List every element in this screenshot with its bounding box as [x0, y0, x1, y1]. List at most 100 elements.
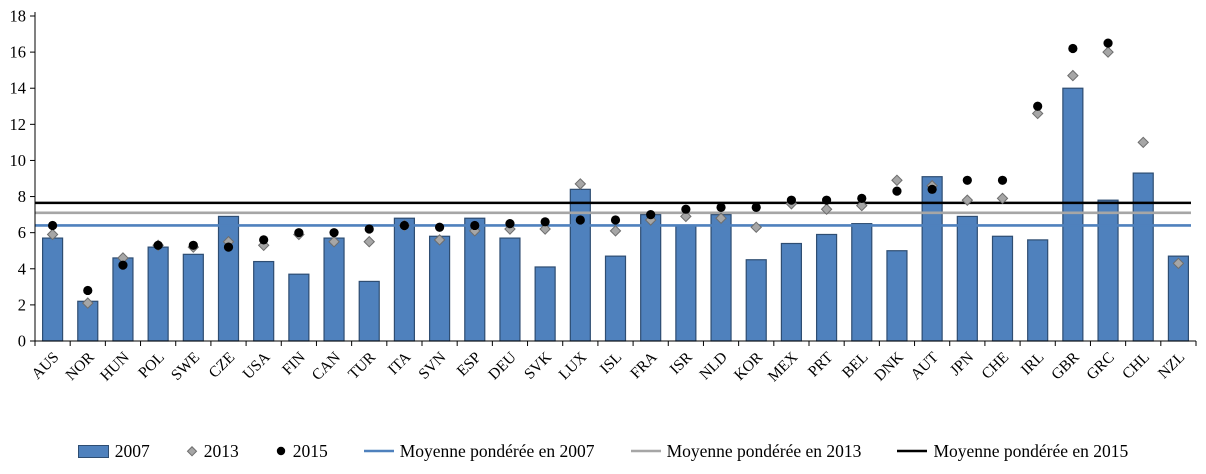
legend-item-2013: 2013: [186, 441, 239, 462]
bar: [147, 246, 169, 342]
x-category-label: USA: [240, 348, 275, 383]
data-point-circle: [857, 193, 867, 203]
bar: [323, 237, 345, 342]
x-category-label: FIN: [279, 349, 309, 379]
data-point-circle: [1033, 101, 1043, 111]
y-tick-label: 4: [18, 259, 26, 278]
legend-swatch-diamond-icon: [186, 446, 197, 457]
x-category-label: ISR: [667, 348, 697, 378]
data-point-diamond: [539, 223, 551, 235]
bar: [640, 214, 662, 342]
legend-label-moyenne-2013: Moyenne pondérée en 2013: [666, 440, 862, 461]
y-tick-label: 0: [18, 332, 26, 351]
y-tick-label: 8: [18, 187, 26, 206]
x-category-label: LUX: [556, 349, 591, 384]
data-point-circle: [434, 222, 445, 232]
data-point-circle: [892, 186, 902, 196]
data-point-diamond: [680, 210, 692, 223]
legend-item-2007: 2007: [77, 440, 150, 462]
x-category-label: JPN: [947, 349, 977, 379]
bar: [288, 273, 310, 342]
x-category-label: KOR: [731, 348, 767, 384]
data-point-diamond: [996, 192, 1009, 205]
data-point-circle: [83, 285, 93, 296]
data-point-diamond: [46, 228, 59, 241]
bar: [41, 237, 64, 342]
data-point-circle: [610, 215, 621, 225]
bar: [253, 260, 275, 342]
data-point-circle: [1103, 38, 1113, 48]
data-point-diamond: [81, 297, 94, 309]
bar: [886, 250, 908, 342]
data-point-circle: [751, 202, 761, 212]
legend-label-2007: 2007: [114, 440, 150, 461]
data-point-diamond: [891, 174, 903, 187]
data-point-circle: [259, 235, 269, 245]
bar: [710, 214, 732, 342]
x-category-label: SWE: [168, 349, 203, 384]
y-tick-label: 12: [10, 115, 27, 134]
x-category-label: ITA: [385, 348, 415, 378]
data-point-circle: [505, 219, 515, 229]
bar: [991, 235, 1014, 342]
data-point-diamond: [750, 221, 763, 234]
x-category-label: AUT: [907, 348, 942, 383]
x-category-label: NLD: [696, 349, 731, 384]
bar: [956, 215, 978, 342]
data-point-circle: [575, 215, 585, 225]
x-category-label: ISL: [597, 349, 625, 377]
legend-item-2015: 2015: [275, 441, 328, 462]
legend-item-moyenne-2015: Moyenne pondérée en 2015: [897, 441, 1128, 462]
bar: [1062, 87, 1084, 342]
y-tick-label: 18: [10, 7, 27, 26]
data-point-diamond: [961, 194, 974, 206]
data-point-diamond: [1102, 46, 1114, 58]
legend-item-moyenne-2007: Moyenne pondérée en 2007: [363, 440, 595, 462]
bar: [604, 255, 627, 342]
bar: [428, 235, 451, 342]
data-point-diamond: [1031, 107, 1044, 120]
data-point-circle: [470, 220, 480, 231]
bar: [217, 215, 240, 342]
data-point-diamond: [855, 199, 868, 212]
data-point-circle: [118, 260, 128, 270]
x-category-label: AUS: [28, 349, 62, 383]
x-category-label: TUR: [345, 348, 379, 382]
x-category-label: PRT: [805, 348, 837, 380]
data-point-diamond: [328, 235, 340, 248]
x-category-label: SVN: [415, 349, 449, 383]
x-category-label: NZL: [1155, 349, 1188, 382]
data-point-diamond: [574, 178, 587, 190]
x-category-label: CHE: [978, 349, 1012, 383]
data-point-circle: [821, 195, 832, 205]
bar: [358, 280, 380, 342]
data-point-circle: [540, 217, 550, 227]
data-point-circle: [188, 240, 198, 250]
x-category-label: GRC: [1083, 349, 1118, 384]
chart-legend: 2007 2013 2015 Moyenne pondérée en 2007 …: [0, 428, 1206, 474]
legend-swatch-line-2015-icon: [897, 449, 928, 453]
data-point-circle: [364, 224, 374, 234]
x-category-label: DNK: [871, 348, 907, 384]
bar: [112, 257, 134, 342]
legend-label-moyenne-2015: Moyenne pondérée en 2015: [933, 440, 1129, 461]
bar: [1132, 172, 1154, 342]
data-point-circle: [223, 242, 234, 252]
data-point-diamond: [609, 225, 622, 237]
x-category-label: DEU: [485, 349, 520, 384]
y-tick-label: 10: [10, 151, 27, 170]
legend-swatch-line-2007-icon: [363, 449, 394, 453]
x-category-label: IRL: [1018, 349, 1048, 379]
data-point-circle: [153, 240, 163, 250]
legend-label-moyenne-2007: Moyenne pondérée en 2007: [399, 440, 595, 461]
x-category-label: BEL: [839, 349, 872, 382]
data-point-circle: [681, 204, 691, 214]
data-point-circle: [1068, 43, 1078, 54]
data-point-diamond: [117, 252, 129, 264]
data-point-circle: [646, 210, 656, 220]
x-category-label: NOR: [62, 348, 98, 384]
legend-swatch-bar-icon: [77, 444, 109, 458]
y-tick-label: 16: [10, 43, 27, 62]
x-category-label: SVK: [521, 348, 556, 383]
